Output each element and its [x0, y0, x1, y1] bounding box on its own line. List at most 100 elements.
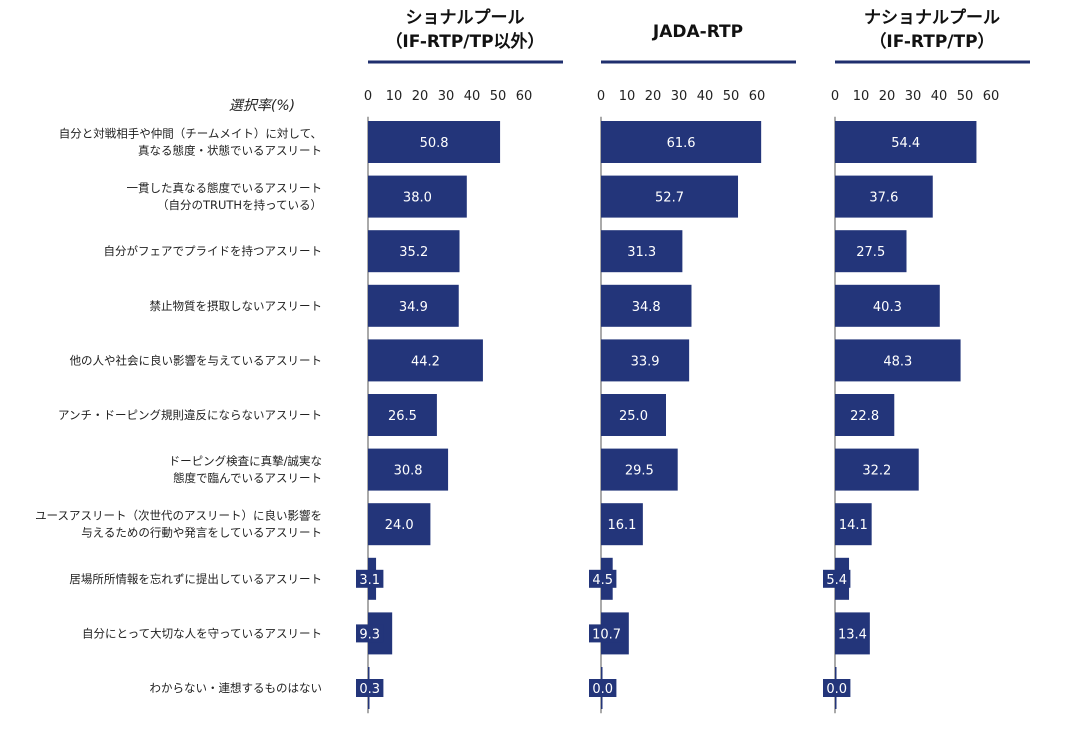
bar	[601, 175, 739, 218]
bar	[835, 339, 961, 382]
bar	[835, 284, 940, 327]
value-label-box	[589, 569, 617, 588]
tick-label: 10	[853, 89, 870, 104]
bar	[368, 448, 449, 491]
bar	[835, 230, 907, 273]
bar	[368, 339, 483, 382]
category-label: ドーピング検査に真摯/誠実な	[169, 454, 322, 468]
tick-label: 20	[879, 89, 896, 104]
series-title: （IF-RTP/TP）	[869, 31, 994, 52]
category-label: 他の人や社会に良い影響を与えているアスリート	[70, 353, 322, 367]
bar	[835, 503, 872, 546]
value-label: 37.6	[869, 191, 898, 206]
tick-label: 40	[697, 89, 714, 104]
bar	[601, 230, 683, 273]
category-label: 自分にとって大切な人を守っているアスリート	[82, 626, 322, 640]
chart-panel: JADA-RTP 0 10 20 30 40 50 60 61.6 52.7 31.3 34.8 33.…	[589, 22, 796, 714]
series-title: ナショナルプール	[864, 7, 1000, 28]
value-label: 48.3	[883, 354, 912, 369]
tick-label: 30	[905, 89, 922, 104]
tick-label: 50	[957, 89, 974, 104]
value-label: 61.6	[667, 136, 696, 151]
category-label: 自分がフェアでプライドを持つアスリート	[104, 244, 323, 258]
bar	[368, 175, 467, 218]
series-title: ショナルプール	[406, 7, 525, 28]
tick-label: 60	[749, 89, 766, 104]
value-label: 29.5	[625, 464, 654, 479]
category-label: 態度で臨んでいるアスリート	[173, 471, 322, 485]
bar	[368, 284, 459, 327]
value-label: 3.1	[359, 573, 380, 588]
chart-panel: ショナルプール （IF-RTP/TP以外） 0 10 20 30 40 50 60 50.8 38.…	[356, 7, 563, 714]
tick-label: 40	[464, 89, 481, 104]
tick-label: 50	[723, 89, 740, 104]
tick-label: 20	[412, 89, 429, 104]
value-label: 33.9	[631, 354, 660, 369]
tick-label: 0	[597, 89, 605, 104]
category-label: （自分のTRUTHを持っている）	[157, 198, 322, 212]
bar	[368, 230, 460, 273]
category-label: 一貫した真なる態度でいるアスリート	[127, 181, 323, 195]
category-label: アンチ・ドーピング規則違反にならないアスリート	[58, 408, 322, 422]
tick-label: 40	[931, 89, 948, 104]
value-label: 14.1	[839, 518, 868, 533]
category-label: わからない・連想するものはない	[150, 681, 323, 695]
value-label: 13.4	[838, 627, 867, 642]
value-label: 4.5	[592, 573, 613, 588]
category-label: 自分と対戦相手や仲間（チームメイト）に対して、	[59, 127, 322, 141]
bar	[835, 612, 870, 655]
value-label: 9.3	[359, 627, 380, 642]
category-label: ユースアスリート（次世代のアスリート）に良い影響を	[35, 509, 322, 523]
category-label: 真なる態度・状態でいるアスリート	[138, 144, 322, 158]
tick-label: 30	[438, 89, 455, 104]
value-label: 40.3	[873, 300, 902, 315]
value-label: 25.0	[619, 409, 648, 424]
bar	[835, 121, 977, 163]
value-label: 0.0	[592, 682, 613, 697]
tick-label: 10	[619, 89, 636, 104]
value-label: 34.9	[399, 300, 428, 315]
bar	[601, 394, 666, 436]
value-label-box	[589, 624, 625, 643]
category-labels: 自分と対戦相手や仲間（チームメイト）に対して、真なる態度・状態でいるアスリート一…	[35, 127, 322, 696]
series-title: JADA-RTP	[652, 22, 743, 42]
bar	[601, 121, 762, 163]
value-label: 30.8	[394, 464, 423, 479]
bar	[835, 394, 895, 436]
value-label-box	[823, 679, 851, 697]
bar	[835, 175, 933, 218]
value-label: 44.2	[411, 354, 440, 369]
category-label: 禁止物質を摂取しないアスリート	[150, 299, 323, 313]
value-label: 22.8	[850, 409, 879, 424]
bar	[835, 448, 919, 491]
tick-label: 10	[386, 89, 403, 104]
bar	[601, 339, 690, 382]
bar	[368, 503, 431, 546]
value-label-box	[356, 569, 384, 588]
bar	[368, 121, 501, 163]
category-label: 与えるための行動や発言をしているアスリート	[81, 526, 322, 540]
value-label: 24.0	[385, 518, 414, 533]
value-label-box	[356, 679, 384, 697]
bar	[601, 503, 643, 546]
value-label: 5.4	[826, 573, 847, 588]
value-label: 32.2	[862, 464, 891, 479]
value-label: 16.1	[607, 518, 636, 533]
value-label: 34.8	[632, 300, 661, 315]
tick-label: 50	[490, 89, 507, 104]
chart-panels: ショナルプール （IF-RTP/TP以外） 0 10 20 30 40 50 60 50.8 38.…	[356, 7, 1030, 714]
value-label: 0.0	[826, 682, 847, 697]
axis-label: 選択率(%)	[229, 98, 295, 114]
value-label: 27.5	[856, 245, 885, 260]
value-label: 10.7	[592, 627, 621, 642]
value-label: 26.5	[388, 409, 417, 424]
value-label: 54.4	[891, 136, 920, 151]
value-label: 38.0	[403, 191, 432, 206]
bar	[601, 448, 678, 491]
tick-label: 60	[983, 89, 1000, 104]
value-label: 35.2	[399, 245, 428, 260]
bar	[368, 394, 437, 436]
category-label: 居場所所情報を忘れずに提出しているアスリート	[69, 572, 322, 586]
